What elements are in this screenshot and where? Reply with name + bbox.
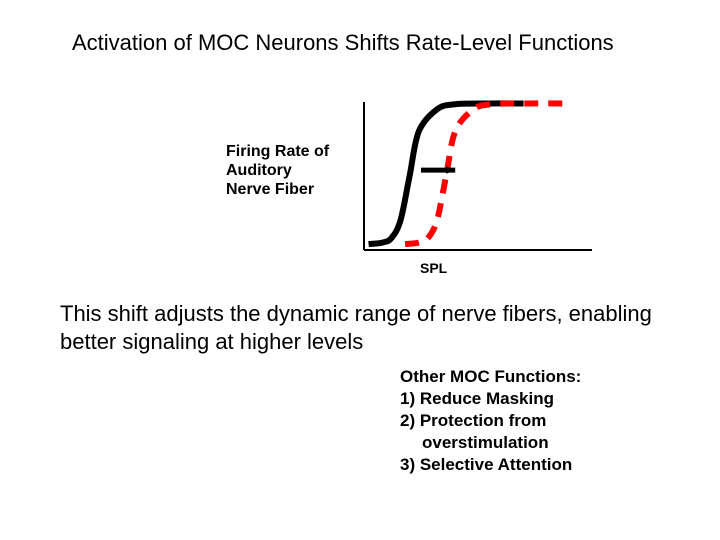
other-functions-item-2: 2) Protection from [400,410,700,432]
y-axis-label: Firing Rate of Auditory Nerve Fiber [226,142,356,200]
y-axis-label-line1: Firing Rate of [226,142,356,161]
rate-level-chart [358,96,598,256]
other-functions-item-2b: overstimulation [400,432,700,454]
page-title: Activation of MOC Neurons Shifts Rate-Le… [72,30,614,56]
caption-text: This shift adjusts the dynamic range of … [60,300,680,355]
y-axis-label-line2: Auditory [226,161,356,180]
x-axis-label: SPL [420,260,447,276]
other-functions-item-1: 1) Reduce Masking [400,388,700,410]
chart-svg [358,96,598,256]
other-functions-item-3: 3) Selective Attention [400,454,700,476]
other-functions-heading: Other MOC Functions: [400,366,700,388]
other-functions-block: Other MOC Functions: 1) Reduce Masking 2… [400,366,700,476]
y-axis-label-line3: Nerve Fiber [226,180,356,199]
